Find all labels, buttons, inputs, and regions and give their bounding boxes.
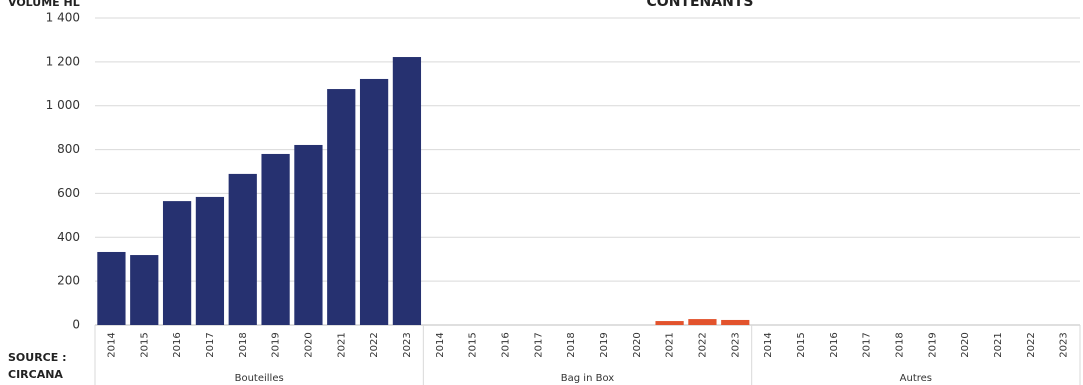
source: CIRCANA xyxy=(8,368,63,381)
x-tick-label: 2023 xyxy=(402,332,413,357)
y-tick-label: 800 xyxy=(57,142,80,156)
chart-title: CONTENANTS xyxy=(647,0,754,10)
x-tick-label: 2014 xyxy=(435,332,446,357)
x-tick-label: 2022 xyxy=(1026,332,1037,357)
bar xyxy=(261,153,290,325)
bar xyxy=(721,319,750,325)
y-tick-label: 0 xyxy=(72,318,80,332)
x-tick-label: 2016 xyxy=(500,332,511,357)
bar xyxy=(294,144,323,325)
x-tick-label: 2014 xyxy=(763,332,774,357)
group-label: Autres xyxy=(900,373,932,384)
group-label: Bouteilles xyxy=(235,373,284,384)
bar xyxy=(688,319,717,325)
source: SOURCE : xyxy=(8,351,67,364)
x-tick-label: 2014 xyxy=(106,332,117,357)
x-tick-label: 2019 xyxy=(927,332,938,357)
bar xyxy=(359,78,389,325)
x-tick-label: 2017 xyxy=(205,332,216,357)
y-tick-label: 1 000 xyxy=(46,98,80,112)
x-tick-label: 2015 xyxy=(468,332,479,357)
x-tick-label: 2019 xyxy=(599,332,610,357)
x-tick-label: 2017 xyxy=(533,332,544,357)
x-tick-label: 2019 xyxy=(271,332,282,357)
y-tick-label: 200 xyxy=(57,274,80,288)
x-tick-label: 2021 xyxy=(665,332,676,357)
x-tick-label: 2022 xyxy=(369,332,380,357)
bar xyxy=(162,201,192,325)
y-tick-label: 1 400 xyxy=(46,11,80,25)
x-tick-label: 2021 xyxy=(336,332,347,357)
y-tick-label: 1 200 xyxy=(46,54,80,68)
bar xyxy=(655,321,684,325)
x-tick-label: 2023 xyxy=(730,332,741,357)
x-tick-label: 2020 xyxy=(303,332,314,357)
y-tick-label: 400 xyxy=(57,230,80,244)
x-tick-label: 2016 xyxy=(172,332,183,357)
x-tick-label: 2018 xyxy=(238,332,249,357)
bar xyxy=(327,89,356,325)
y-axis-label: VOLUME HL xyxy=(8,0,80,9)
bar xyxy=(228,173,257,325)
x-tick-label: 2017 xyxy=(862,332,873,357)
x-tick-label: 2018 xyxy=(894,332,905,357)
x-tick-label: 2021 xyxy=(993,332,1004,357)
group-label: Bag in Box xyxy=(561,373,614,384)
bar xyxy=(195,196,225,325)
x-tick-label: 2015 xyxy=(139,332,150,357)
bar xyxy=(392,57,422,325)
x-tick-label: 2018 xyxy=(566,332,577,357)
x-tick-label: 2015 xyxy=(796,332,807,357)
bar xyxy=(97,251,126,325)
x-tick-label: 2020 xyxy=(960,332,971,357)
x-tick-label: 2020 xyxy=(632,332,643,357)
x-tick-label: 2023 xyxy=(1059,332,1070,357)
y-tick-label: 600 xyxy=(57,186,80,200)
x-tick-label: 2022 xyxy=(697,332,708,357)
bar xyxy=(130,255,159,325)
x-tick-label: 2016 xyxy=(829,332,840,357)
